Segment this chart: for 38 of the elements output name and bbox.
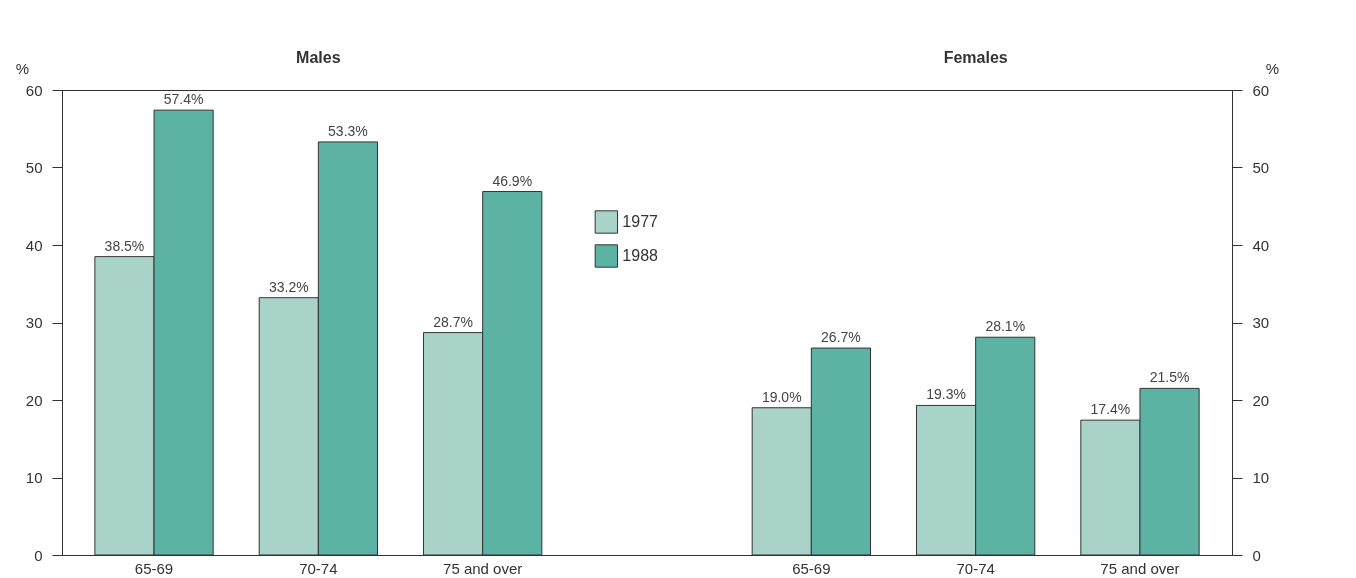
- data-label: 46.9%: [492, 172, 533, 189]
- legend-label: 1988: [622, 247, 659, 264]
- data-label: 53.3%: [328, 122, 368, 139]
- y2-tick-label: 60: [1252, 81, 1270, 99]
- data-label: 21.5%: [1149, 369, 1190, 386]
- y2-tick-label: 40: [1252, 236, 1270, 254]
- y2-tick-label: 20: [1252, 391, 1270, 409]
- data-label: 28.7%: [433, 313, 473, 330]
- x-tick-label: 65-69: [134, 559, 174, 577]
- y-tick-label: 20: [25, 391, 43, 409]
- y2-tick-label: 30: [1252, 314, 1270, 331]
- x-tick-label: 75 and over: [443, 559, 523, 577]
- y-tick-label: 40: [25, 236, 43, 254]
- y-tick-label: 0: [34, 546, 43, 564]
- data-label: 38.5%: [104, 237, 145, 254]
- data-label: 19.0%: [761, 388, 802, 405]
- y-tick-label: 60: [25, 81, 43, 99]
- text: Males: [296, 49, 341, 66]
- x-tick-label: 75 and over: [1100, 559, 1180, 577]
- data-label: 17.4%: [1090, 401, 1131, 418]
- text: Females: [943, 49, 1008, 66]
- x-tick-label: 70-74: [956, 559, 995, 577]
- data-label: 19.3%: [926, 386, 966, 403]
- data-label: 57.4%: [163, 91, 204, 108]
- x-tick-label: 65-69: [792, 559, 831, 577]
- data-label: 28.1%: [985, 318, 1026, 335]
- y2-tick-label: 0: [1252, 546, 1261, 564]
- legend-label: 1977: [622, 213, 659, 230]
- y2-tick-label: 10: [1252, 469, 1270, 486]
- y-tick-label: 50: [25, 159, 43, 176]
- y-tick-label: 30: [25, 314, 43, 331]
- y-axis-title: %: [15, 59, 30, 77]
- data-label: 26.7%: [821, 329, 861, 346]
- x-tick-label: 70-74: [299, 559, 338, 577]
- y2-tick-label: 50: [1252, 159, 1270, 176]
- y-tick-label: 10: [25, 469, 43, 486]
- data-label: 33.2%: [268, 278, 309, 295]
- y2-axis-title: %: [1265, 59, 1280, 77]
